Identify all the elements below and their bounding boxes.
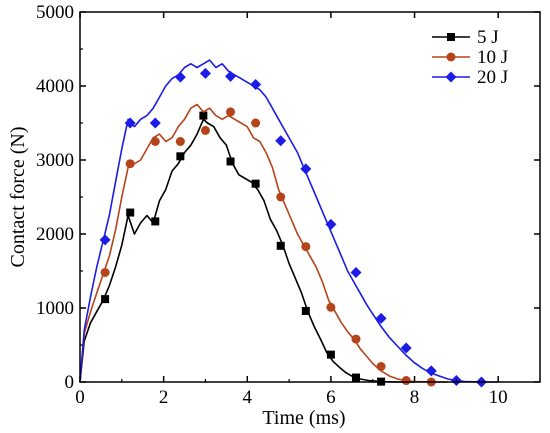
legend: 5 J10 J20 J xyxy=(432,27,508,88)
legend-label-5j: 5 J xyxy=(477,27,499,48)
data-point-5j-6 xyxy=(251,179,260,188)
data-point-5j-9 xyxy=(326,350,335,359)
data-point-20j-4 xyxy=(199,67,211,79)
y-tick-label: 5000 xyxy=(36,2,74,23)
data-point-5j-2 xyxy=(151,217,160,226)
data-point-10j-11 xyxy=(376,361,386,371)
data-point-20j-6 xyxy=(250,79,262,91)
plot-area xyxy=(79,59,499,388)
series-line-5j xyxy=(79,118,415,383)
data-point-20j-13 xyxy=(425,365,437,377)
y-tick-label: 0 xyxy=(65,372,75,393)
y-tick-label: 2000 xyxy=(36,224,74,245)
data-point-20j-2 xyxy=(149,117,161,129)
data-point-10j-4 xyxy=(200,125,210,135)
x-tick-label: 8 xyxy=(410,387,420,408)
data-point-10j-2 xyxy=(150,137,160,146)
legend-marker-10j xyxy=(446,52,456,62)
data-point-10j-6 xyxy=(251,118,261,128)
x-axis-label: Time (ms) xyxy=(262,407,345,429)
data-point-20j-8 xyxy=(300,163,312,175)
x-tick-label: 0 xyxy=(75,387,85,408)
y-tick-label: 3000 xyxy=(36,150,74,171)
data-point-10j-10 xyxy=(351,334,361,344)
data-point-5j-10 xyxy=(352,373,360,382)
data-point-10j-3 xyxy=(175,137,185,146)
data-point-20j-11 xyxy=(375,312,387,324)
x-tick-label: 4 xyxy=(243,387,253,408)
data-point-5j-0 xyxy=(101,295,110,304)
data-point-20j-0 xyxy=(99,234,111,246)
data-point-5j-1 xyxy=(126,208,135,217)
y-tick-label: 1000 xyxy=(36,298,74,319)
data-point-10j-1 xyxy=(125,159,135,169)
data-point-5j-5 xyxy=(226,157,235,166)
data-point-10j-0 xyxy=(100,267,110,277)
data-point-20j-12 xyxy=(400,342,412,354)
x-tick-label: 6 xyxy=(326,387,336,408)
legend-label-10j: 10 J xyxy=(477,47,508,68)
data-point-10j-5 xyxy=(226,107,236,117)
data-point-5j-8 xyxy=(301,306,310,315)
data-point-10j-9 xyxy=(326,302,336,312)
legend-marker-20j xyxy=(445,71,457,83)
data-point-20j-3 xyxy=(174,71,186,83)
data-point-5j-7 xyxy=(276,241,285,250)
data-point-20j-5 xyxy=(225,70,237,82)
data-point-5j-4 xyxy=(199,111,208,120)
data-point-20j-1 xyxy=(124,117,136,129)
series-line-20j xyxy=(79,59,499,383)
data-point-20j-10 xyxy=(350,266,362,278)
legend-label-20j: 20 J xyxy=(477,67,508,88)
y-tick-label: 4000 xyxy=(36,76,74,97)
data-point-10j-12 xyxy=(401,376,411,386)
data-point-20j-7 xyxy=(275,135,287,147)
y-axis-label: Contact force (N) xyxy=(7,126,29,267)
x-tick-label: 2 xyxy=(159,387,169,408)
legend-marker-5j xyxy=(447,33,455,41)
data-point-5j-3 xyxy=(176,152,185,161)
data-point-20j-9 xyxy=(325,218,337,230)
axes: 0 2 4 6 8 10 0 1000 2000 3000 4000 5000 Time (ms) Con… xyxy=(7,2,541,429)
data-point-10j-7 xyxy=(276,192,286,202)
data-point-10j-8 xyxy=(301,242,311,252)
x-tick-label: 10 xyxy=(489,387,508,408)
plot-frame xyxy=(79,11,541,383)
